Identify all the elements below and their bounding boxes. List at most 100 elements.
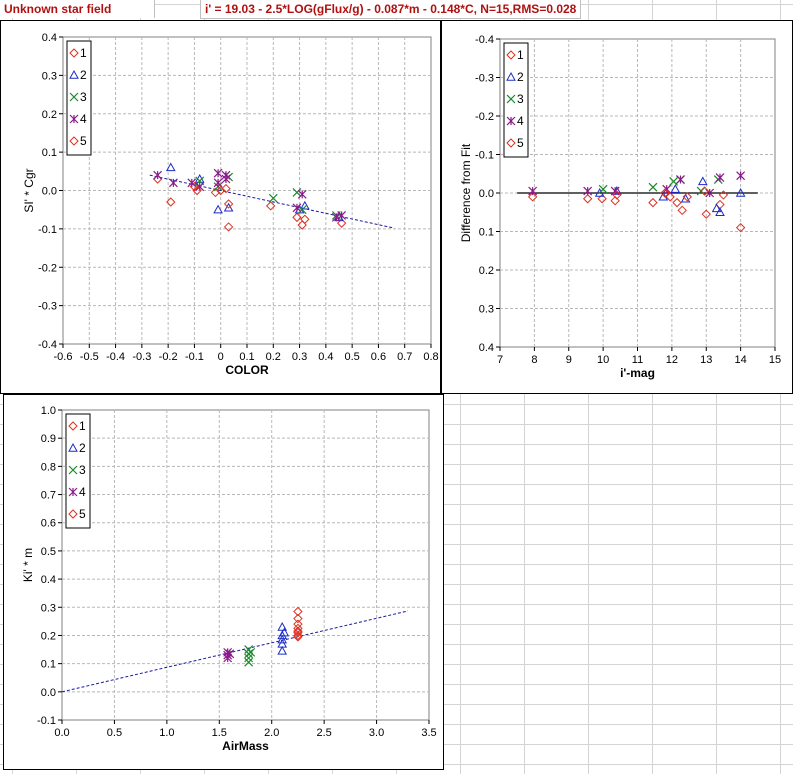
x-tick-label: 9 xyxy=(566,354,572,366)
legend-label-5: 5 xyxy=(79,507,86,521)
series-5-point xyxy=(300,214,310,224)
y-tick-label: 0.0 xyxy=(41,687,56,699)
legend-marker-3 xyxy=(506,94,516,104)
legend-box xyxy=(66,40,92,156)
x-tick-label: 2.0 xyxy=(264,727,279,739)
series-5-point xyxy=(612,190,622,200)
y-tick-label: 1.0 xyxy=(41,405,56,417)
series-5-point xyxy=(221,183,231,194)
x-tick-label: 14 xyxy=(735,354,747,366)
x-tick-label: 8 xyxy=(531,354,537,366)
y-axis-label: SI' * Cgr xyxy=(22,168,36,212)
legend-label-5: 5 xyxy=(517,136,524,150)
series-2-point xyxy=(277,645,288,655)
legend-marker-5 xyxy=(69,136,79,146)
series-1-point xyxy=(582,194,593,204)
y-tick-label: -0.1 xyxy=(37,715,56,727)
series-1-point xyxy=(336,218,347,228)
series-3-point xyxy=(648,182,658,192)
legend-label-1: 1 xyxy=(517,48,524,62)
x-tick-label: 3.0 xyxy=(369,727,384,739)
legend-marker-1 xyxy=(506,50,516,60)
series-5-point xyxy=(223,199,234,209)
y-tick-label: -0.2 xyxy=(38,262,57,274)
fit-formula: i' = 19.03 - 2.5*LOG(gFlux/g) - 0.087*m … xyxy=(200,0,582,19)
series-5-point xyxy=(293,626,303,636)
series-5-point xyxy=(660,188,670,198)
legend-label-4: 4 xyxy=(79,485,86,499)
series-3-point xyxy=(244,653,254,663)
plot-area xyxy=(61,409,430,721)
series-1-point xyxy=(265,201,276,211)
y-tick-label: -0.2 xyxy=(475,111,494,123)
series-3-point xyxy=(297,205,307,215)
y-tick-label: 0.2 xyxy=(41,630,56,642)
series-5-point xyxy=(718,190,729,200)
residuals-chart[interactable]: 7 8 9 10 11 12 13 14 15 -0.4 -0.3 -0.2 -0.1 0.0 0.1 0.2… xyxy=(441,20,793,394)
legend-label-3: 3 xyxy=(517,92,524,106)
x-tick-label: -0.2 xyxy=(159,351,178,363)
x-tick-label: -0.1 xyxy=(185,351,204,363)
series-4-point xyxy=(662,184,672,194)
color-term-chart[interactable]: -0.6 -0.5 -0.4 -0.3 -0.2 -0.1 0 0.1 0.2 0.3 0.4 0.5… xyxy=(0,20,441,394)
series-4-point xyxy=(528,186,538,196)
y-tick-label: 0.5 xyxy=(41,546,56,558)
series-2-point xyxy=(594,187,605,197)
series-2-point xyxy=(165,162,176,172)
series-1-point xyxy=(210,187,221,198)
x-tick-label: 0.0 xyxy=(54,727,69,739)
series-4-point xyxy=(225,649,235,659)
series-1-point xyxy=(293,632,303,642)
legend-label-4: 4 xyxy=(80,112,87,126)
x-tick-label: 1.5 xyxy=(212,727,227,739)
series-2-point xyxy=(735,187,746,197)
legend-box xyxy=(503,42,529,158)
extinction-chart[interactable]: 0.0 0.5 1.0 1.5 2.0 2.5 3.0 3.5 1.0 0.9 0.8 0.7 0.6 0… xyxy=(3,394,444,770)
legend-marker-2 xyxy=(69,69,79,79)
y-tick-label: 0.0 xyxy=(42,186,57,198)
series-5-point xyxy=(192,185,202,196)
series-1-point xyxy=(701,209,711,219)
series-4-point xyxy=(331,212,341,222)
y-tick-label: 0.1 xyxy=(42,147,57,159)
series-1-point xyxy=(293,606,303,617)
series-2-point xyxy=(277,621,288,631)
legend-marker-5 xyxy=(68,509,78,519)
legend-marker-2 xyxy=(68,442,78,452)
series-5-point xyxy=(699,186,710,196)
series-1-point xyxy=(648,197,658,208)
x-axis-label: COLOR xyxy=(225,363,269,377)
x-tick-label: 0 xyxy=(218,351,224,363)
residuals-plot: 7 8 9 10 11 12 13 14 15-0.4-0.3-0.2-0.10.00.10.2… xyxy=(459,34,781,380)
series-4-point xyxy=(221,174,231,184)
x-tick-label: -0.6 xyxy=(54,351,73,363)
y-tick-label: 0.2 xyxy=(479,265,494,277)
y-tick-label: 0.9 xyxy=(41,433,56,445)
series-3-point xyxy=(669,177,679,186)
series-1-point xyxy=(597,194,607,204)
x-tick-label: 11 xyxy=(632,354,643,366)
y-tick-label: -0.3 xyxy=(475,73,494,85)
y-tick-label: 0.1 xyxy=(479,227,494,239)
series-1-point xyxy=(610,195,620,206)
x-tick-label: -0.3 xyxy=(132,351,151,363)
series-5-point xyxy=(682,192,693,202)
legend-label-1: 1 xyxy=(79,419,86,433)
legend-label-3: 3 xyxy=(80,90,87,104)
y-tick-label: 0.7 xyxy=(41,490,56,502)
series-3-point xyxy=(292,187,302,197)
legend-label-4: 4 xyxy=(517,114,524,128)
series-1-point xyxy=(166,197,176,207)
series-5-point xyxy=(216,185,226,196)
extinction-plot: 0.0 0.5 1.0 1.5 2.0 2.5 3.0 3.5 1.0 0.9 0.8 0.7 0.6 0… xyxy=(21,405,437,753)
y-tick-label: -0.1 xyxy=(475,150,494,162)
x-tick-label: 15 xyxy=(769,354,781,366)
series-1-point xyxy=(223,222,234,232)
x-axis-label: i'-mag xyxy=(620,366,655,380)
y-tick-label: 0.1 xyxy=(41,659,56,671)
y-axis-label: Difference from Fit xyxy=(459,143,473,242)
legend-box xyxy=(65,413,91,529)
legend-label-3: 3 xyxy=(79,463,86,477)
series-4-point xyxy=(705,188,715,198)
series-4-point xyxy=(715,173,725,183)
